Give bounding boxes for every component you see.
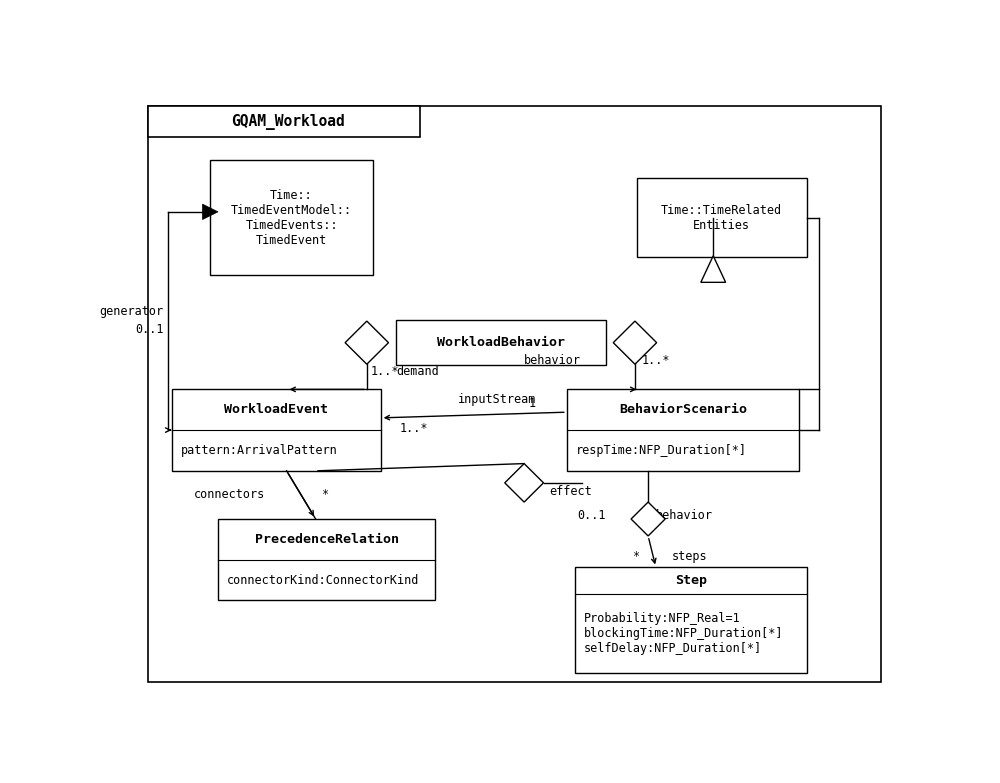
Bar: [210, 161, 373, 275]
Text: 1..*: 1..*: [400, 422, 429, 435]
Text: 0..1: 0..1: [135, 323, 164, 337]
Text: connectors: connectors: [194, 489, 265, 501]
Text: generator: generator: [100, 305, 164, 319]
Bar: [172, 389, 381, 471]
Text: WorkloadBehavior: WorkloadBehavior: [437, 336, 565, 349]
Text: demand: demand: [396, 365, 439, 378]
Text: GQAM_Workload: GQAM_Workload: [231, 114, 345, 130]
Bar: [574, 567, 807, 673]
Text: steps: steps: [671, 550, 707, 563]
Text: Time::
TimedEventModel::
TimedEvents::
TimedEvent: Time:: TimedEventModel:: TimedEvents:: T…: [231, 189, 352, 247]
Text: 1..*: 1..*: [641, 354, 670, 367]
Text: PrecedenceRelation: PrecedenceRelation: [254, 533, 398, 546]
Text: respTime:NFP_Duration[*]: respTime:NFP_Duration[*]: [576, 444, 747, 457]
Polygon shape: [202, 204, 218, 219]
Text: effect: effect: [549, 485, 592, 499]
Text: Step: Step: [675, 574, 707, 587]
Text: 0..1: 0..1: [577, 510, 605, 522]
Text: 1..*: 1..*: [371, 365, 399, 378]
Text: *: *: [322, 489, 329, 501]
Text: connectorKind:ConnectorKind: connectorKind:ConnectorKind: [227, 574, 420, 586]
Text: WorkloadEvent: WorkloadEvent: [224, 403, 328, 417]
Bar: [218, 519, 435, 601]
Text: behavior: behavior: [524, 354, 581, 367]
Text: Probability:NFP_Real=1
blockingTime:NFP_Duration[*]
selfDelay:NFP_Duration[*]: Probability:NFP_Real=1 blockingTime:NFP_…: [584, 612, 783, 655]
Bar: [396, 320, 606, 365]
Polygon shape: [613, 321, 657, 364]
Text: *: *: [633, 550, 640, 563]
Text: behavior: behavior: [656, 510, 713, 522]
Bar: [567, 389, 799, 471]
Text: BehaviorScenario: BehaviorScenario: [619, 403, 747, 417]
Text: Time::TimeRelated
Entities: Time::TimeRelated Entities: [661, 204, 782, 232]
Bar: [637, 179, 807, 257]
Text: pattern:ArrivalPattern: pattern:ArrivalPattern: [181, 444, 338, 457]
Text: inputStream: inputStream: [458, 393, 536, 406]
Polygon shape: [701, 256, 726, 283]
Text: 1: 1: [529, 397, 536, 410]
Polygon shape: [505, 464, 544, 502]
Polygon shape: [631, 502, 665, 536]
Bar: [148, 106, 420, 137]
Polygon shape: [345, 321, 388, 364]
